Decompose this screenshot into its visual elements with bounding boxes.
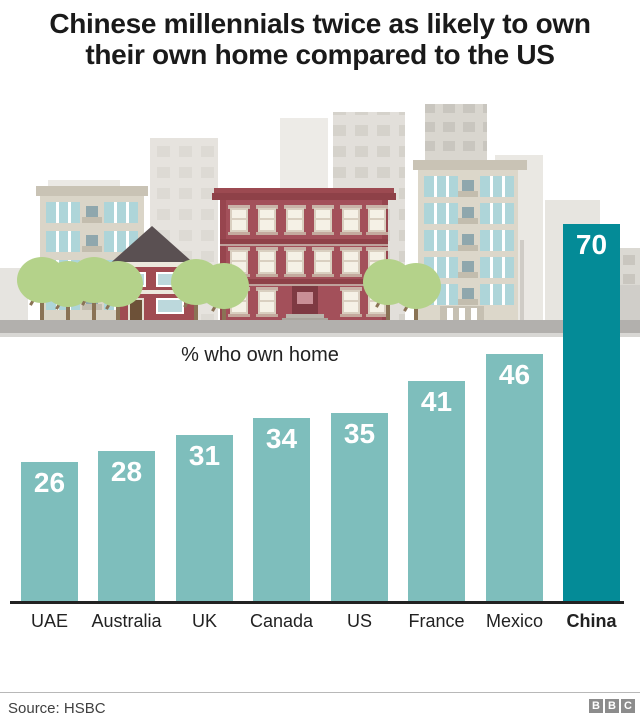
bar-uae: 26 [21,462,78,602]
x-axis-line [10,601,624,604]
category-label-uk: UK [191,611,218,631]
category-label-canada: Canada [249,611,314,631]
bar-uk: 31 [176,435,233,602]
page-title-text: Chinese millennials twice as likely to o… [49,8,591,70]
bar-value-label: 46 [498,359,531,390]
category-label-us: US [346,611,373,631]
bar-value-label: 31 [188,440,221,471]
bar-australia: 28 [98,451,155,602]
bar-china: 70 [563,224,620,602]
category-label-uae: UAE [30,611,69,631]
source-note: Source: HSBC [8,700,106,717]
category-label-australia: Australia [91,611,162,631]
bar-value-label: 34 [265,423,298,454]
bar-canada: 34 [253,418,310,602]
page-title: Chinese millennials twice as likely to o… [20,8,620,70]
bar-value-label: 35 [343,418,376,449]
road [0,320,640,337]
bar-value-label: 28 [110,456,143,487]
bar-mexico: 46 [486,354,543,602]
bar-value-label: 26 [33,467,66,498]
bar-us: 35 [331,413,388,602]
bar-value-label: 70 [575,229,608,260]
footer-divider [0,692,640,693]
bar-value-label: 41 [420,386,453,417]
bbc-logo-block: C [621,699,635,713]
category-label-france: France [408,611,465,631]
category-label-mexico: Mexico [485,611,544,631]
chart-subtitle: % who own home [181,344,339,366]
category-label-china: China [566,611,617,631]
bar-france: 41 [408,381,465,602]
bbc-logo-block: B [605,699,619,713]
bbc-logo-block: B [589,699,603,713]
